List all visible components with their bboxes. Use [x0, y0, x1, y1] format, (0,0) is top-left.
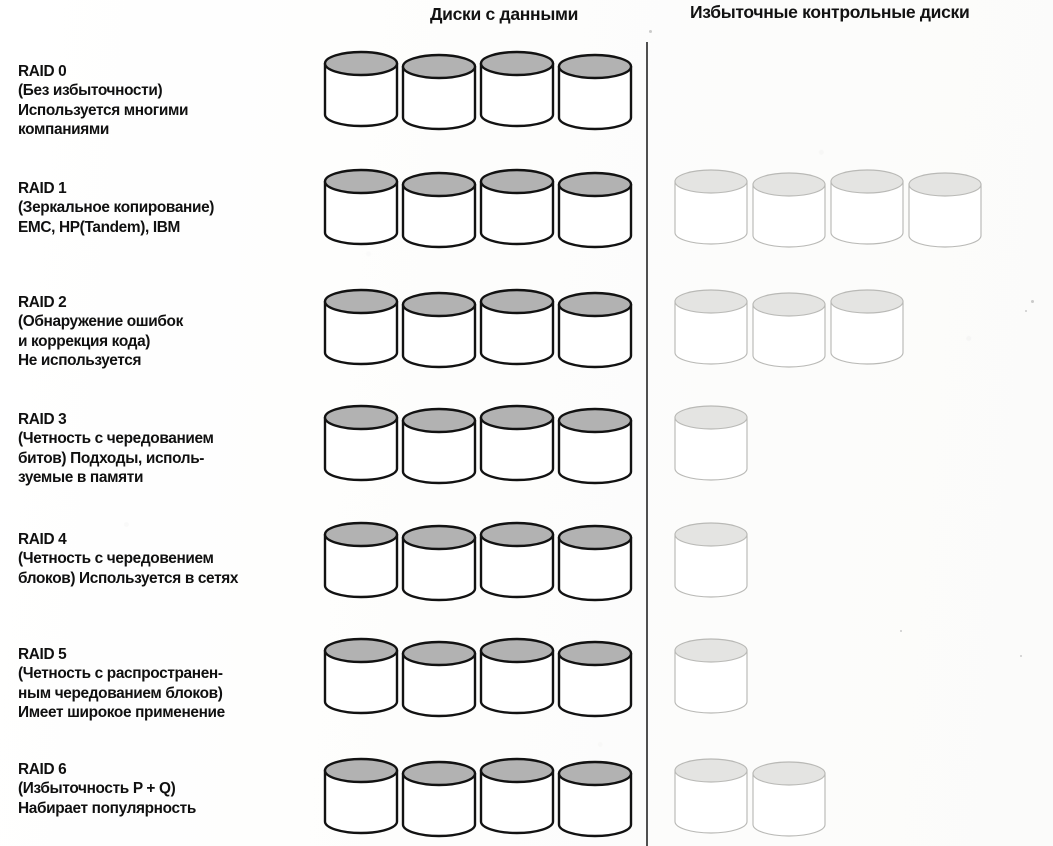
raid-description-line: (Без избыточности): [18, 82, 163, 100]
redundant-disk-icon: [672, 404, 750, 482]
raid-label-raid-4: RAID 4 (Четность с чередовением блоков) Ис…: [18, 530, 238, 588]
raid-description-line: компаниями: [18, 121, 110, 139]
redundant-disk-icon: [672, 757, 750, 835]
raid-description-line: (Избыточность P + Q): [18, 780, 176, 798]
raid-description-line: Набирает популярность: [18, 799, 196, 817]
raid-description-line: зуемые в памяти: [18, 469, 144, 487]
data-disk-icon: [478, 168, 556, 246]
data-disk-icon: [400, 53, 478, 131]
raid-label-raid-1: RAID 1 (Зеркальное копирование) EMC, HP(Ta…: [18, 179, 214, 237]
scan-speck: [1020, 655, 1022, 657]
raid-label-raid-5: RAID 5 (Четность с распространен-ным чере…: [18, 645, 225, 723]
column-divider-line: [646, 42, 648, 846]
redundant-disk-icon: [828, 168, 906, 246]
raid-description-line: и коррекция кода): [18, 332, 151, 350]
raid-description-line: EMC, HP(Tandem), IBM: [18, 218, 181, 236]
raid-description-line: (Четность с чередовением: [18, 550, 214, 568]
data-disk-icon: [478, 521, 556, 599]
raid-description-line: ным чередованием блоков): [18, 684, 223, 702]
data-disk-icon: [556, 760, 634, 838]
redundant-disk-icon: [672, 521, 750, 599]
redundant-disk-icon: [750, 760, 828, 838]
raid-level-name: RAID 3: [18, 411, 67, 428]
data-disk-icon: [322, 521, 400, 599]
data-disk-icon: [556, 524, 634, 602]
data-disk-icon: [400, 171, 478, 249]
raid-description-line: (Четность с чередованием: [18, 430, 214, 448]
raid-level-name: RAID 4: [18, 531, 67, 548]
data-disk-icon: [400, 760, 478, 838]
data-disk-icon: [322, 757, 400, 835]
scan-speck: [1025, 310, 1027, 312]
column-header-data-disks: Диски с данными: [430, 4, 579, 24]
data-disk-icon: [400, 524, 478, 602]
data-disk-icon: [478, 50, 556, 128]
column-header-redundant-disks: Избыточные контрольные диски: [690, 2, 970, 22]
raid-level-name: RAID 2: [18, 294, 67, 311]
data-disk-icon: [478, 757, 556, 835]
raid-label-raid-6: RAID 6 (Избыточность P + Q) Набирает попул…: [18, 760, 196, 818]
data-disk-icon: [322, 168, 400, 246]
scan-speck: [1031, 300, 1034, 303]
redundant-disk-icon: [672, 637, 750, 715]
redundant-disk-icon: [750, 291, 828, 369]
data-disk-icon: [400, 640, 478, 718]
raid-level-name: RAID 0: [18, 63, 67, 80]
raid-description-line: блоков) Используется в сетях: [18, 569, 239, 587]
raid-description-line: битов) Подходы, исполь-: [18, 449, 205, 467]
scan-speck: [649, 30, 652, 33]
data-disk-icon: [478, 637, 556, 715]
raid-description-line: Используется многими: [18, 101, 189, 119]
data-disk-icon: [556, 640, 634, 718]
raid-description-line: (Обнаружение ошибок: [18, 313, 183, 331]
raid-label-raid-3: RAID 3 (Четность с чередованием битов) Под…: [18, 410, 214, 488]
data-disk-icon: [322, 404, 400, 482]
raid-description-line: (Четность с распространен-: [18, 665, 223, 683]
data-disk-icon: [556, 291, 634, 369]
redundant-disk-icon: [828, 288, 906, 366]
scan-speck: [900, 630, 902, 632]
data-disk-icon: [322, 288, 400, 366]
data-disk-icon: [556, 171, 634, 249]
data-disk-icon: [556, 53, 634, 131]
data-disk-icon: [322, 637, 400, 715]
raid-level-name: RAID 6: [18, 761, 67, 778]
raid-description-line: Не используется: [18, 352, 142, 370]
data-disk-icon: [322, 50, 400, 128]
redundant-disk-icon: [906, 171, 984, 249]
raid-label-raid-0: RAID 0 (Без избыточности) Используется мно…: [18, 62, 188, 140]
raid-level-name: RAID 5: [18, 646, 67, 663]
raid-description-line: (Зеркальное копирование): [18, 199, 215, 217]
data-disk-icon: [478, 404, 556, 482]
raid-description-line: Имеет широкое применение: [18, 704, 225, 722]
data-disk-icon: [478, 288, 556, 366]
data-disk-icon: [400, 407, 478, 485]
data-disk-icon: [556, 407, 634, 485]
raid-label-raid-2: RAID 2 (Обнаружение ошибок и коррекция код…: [18, 293, 183, 371]
data-disk-icon: [400, 291, 478, 369]
raid-level-name: RAID 1: [18, 180, 67, 197]
redundant-disk-icon: [672, 288, 750, 366]
redundant-disk-icon: [672, 168, 750, 246]
redundant-disk-icon: [750, 171, 828, 249]
